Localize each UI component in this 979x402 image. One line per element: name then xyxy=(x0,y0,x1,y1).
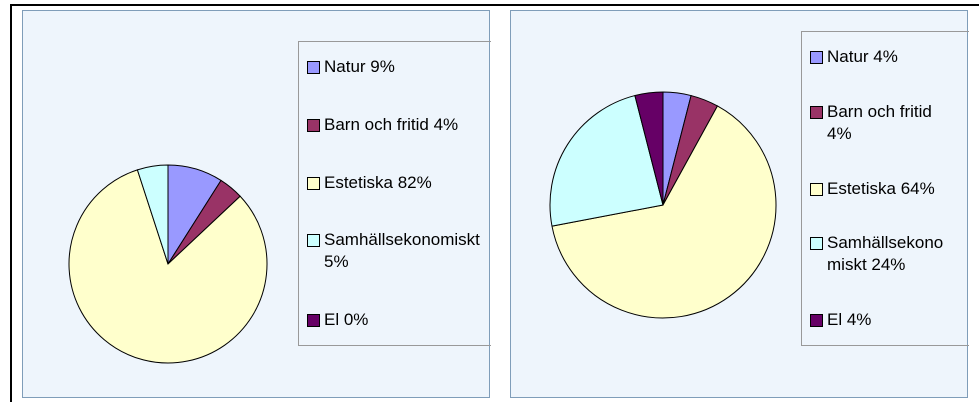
legend-swatch xyxy=(810,237,823,251)
legend-label: Samhällsekonomiskt 5% xyxy=(324,230,480,272)
legend-item: El 4% xyxy=(810,309,969,331)
legend-label: Natur 9% xyxy=(324,57,395,76)
legend-swatch xyxy=(810,314,823,327)
legend-swatch xyxy=(307,118,320,132)
legend-swatch xyxy=(307,234,320,248)
pie-slice xyxy=(634,91,664,206)
legend-swatch xyxy=(307,314,320,327)
legend-swatch xyxy=(810,51,823,64)
legend-swatch xyxy=(810,105,823,119)
legend-item: El 0% xyxy=(307,309,491,331)
legend-swatch xyxy=(307,176,320,190)
legend-label: Barn och fritid 4% xyxy=(324,114,459,134)
legend-item: Estetiska 82% xyxy=(307,172,491,194)
legend-item: Estetiska 64% xyxy=(810,178,969,200)
pie-slice xyxy=(549,94,664,227)
legend-item: Samhällsekonomiskt 5% xyxy=(307,229,491,273)
legend: Natur 9% Barn och fritid 4% Estetiska 82% S… xyxy=(298,41,491,346)
pie-chart xyxy=(549,91,777,319)
legend-swatch xyxy=(307,61,320,74)
legend-item: Natur 9% xyxy=(307,56,491,78)
legend-label: Estetiska 64% xyxy=(827,178,935,198)
legend-item: Barn och fritid 4% xyxy=(307,114,491,136)
pie-slice xyxy=(68,169,268,364)
legend-item: Barn och fritid 4% xyxy=(810,101,969,145)
legend-swatch xyxy=(810,182,823,196)
legend-label: Natur 4% xyxy=(827,47,898,66)
chart-panel: Natur 4% Barn och fritid 4% Estetiska 64% S… xyxy=(510,10,969,398)
legend-label: Estetiska 82% xyxy=(324,172,432,192)
legend-label: El 4% xyxy=(827,310,872,329)
legend-item: Samhällsekonomiskt 24% xyxy=(810,232,969,276)
legend-label: El 0% xyxy=(324,310,369,329)
pie-chart xyxy=(68,164,268,364)
legend: Natur 4% Barn och fritid 4% Estetiska 64% S… xyxy=(801,31,969,346)
chart-panel: Natur 9% Barn och fritid 4% Estetiska 82% S… xyxy=(22,10,491,398)
pie-slice xyxy=(551,105,777,319)
legend-item: Natur 4% xyxy=(810,46,969,68)
legend-label: Samhällsekonomiskt 24% xyxy=(827,233,944,275)
legend-label: Barn och fritid 4% xyxy=(827,101,932,143)
frame xyxy=(10,4,979,402)
